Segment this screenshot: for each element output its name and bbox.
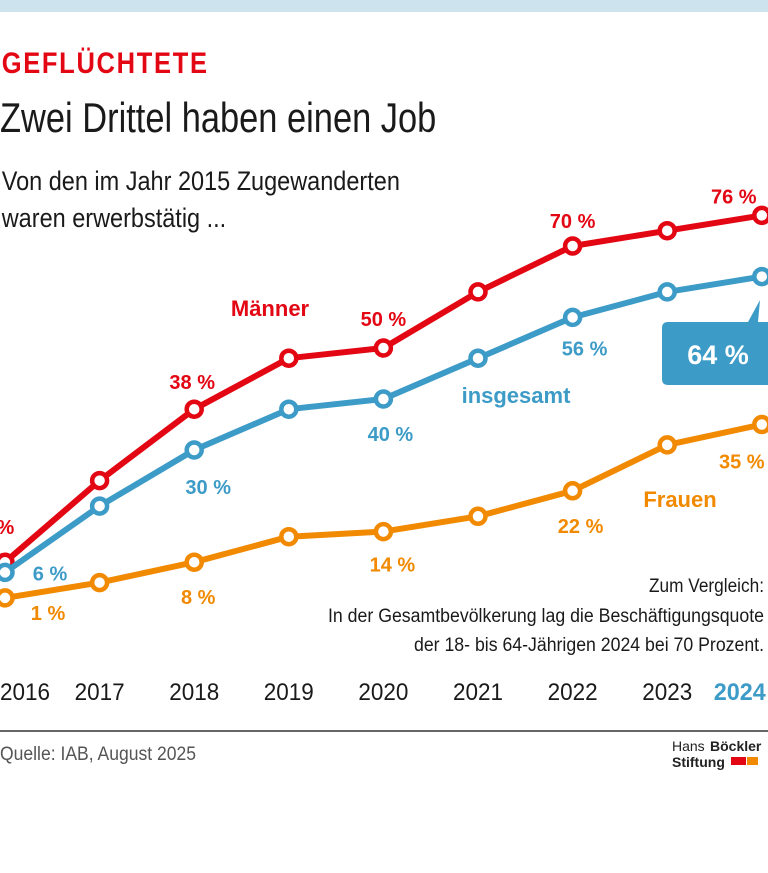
- line-chart: 2016 2017 2018 2019 2020 2021 2022 2023 2024 8 % 3…: [0, 186, 768, 706]
- data-label: 30 %: [185, 477, 231, 499]
- logo-orange-block: [747, 757, 758, 765]
- x-tick-label: 2024: [714, 679, 767, 706]
- series-name-label: Männer: [231, 296, 310, 321]
- data-point: [279, 348, 299, 368]
- top-bar: [0, 0, 768, 12]
- data-label: 76 %: [711, 186, 757, 208]
- data-point: [468, 348, 488, 368]
- data-point: [0, 562, 15, 583]
- source-text: Quelle: IAB, August 2025: [0, 744, 196, 765]
- data-point: [752, 414, 768, 435]
- x-tick-label: 2021: [453, 679, 503, 706]
- data-point: [752, 266, 768, 287]
- data-point: [279, 399, 299, 419]
- x-tick-label: 2019: [264, 679, 314, 706]
- x-tick-label: 2016: [0, 679, 50, 706]
- data-point: [373, 521, 394, 542]
- data-point: [184, 552, 204, 572]
- data-point: [657, 282, 677, 302]
- data-point: [184, 399, 204, 419]
- x-tick-label: 2020: [358, 679, 408, 706]
- callout-shape: [662, 300, 768, 385]
- data-label: 40 %: [368, 424, 414, 446]
- data-point: [279, 526, 299, 547]
- x-tick-label: 2023: [642, 679, 692, 706]
- x-tick-label: 2022: [548, 679, 598, 706]
- data-point: [89, 572, 110, 593]
- note-line-3: der 18- bis 64-Jährigen 2024 bei 70 Proz…: [414, 635, 764, 656]
- data-label: 8 %: [181, 587, 216, 609]
- hans-boeckler-stiftung-logo: Hans Böckler Stiftung: [672, 738, 762, 770]
- data-point: [89, 470, 110, 491]
- data-label: 14 %: [370, 555, 416, 577]
- series-name-label: Frauen: [643, 487, 716, 512]
- data-label: 70 %: [550, 211, 596, 233]
- data-label: 8 %: [0, 517, 14, 539]
- callout-box: 64 %: [662, 300, 768, 385]
- logo-text-boeckler: Böckler: [710, 738, 762, 754]
- x-tick-label: 2017: [75, 679, 125, 706]
- data-point: [184, 440, 204, 460]
- subtitle-line-1: Von den im Jahr 2015 Zugewanderten: [2, 167, 400, 197]
- data-point: [468, 282, 488, 302]
- data-point: [562, 307, 583, 328]
- x-tick-label: 2018: [169, 679, 219, 706]
- data-point: [562, 481, 583, 501]
- logo-red-block: [731, 757, 746, 765]
- data-label: 35 %: [719, 452, 765, 474]
- data-point: [0, 588, 15, 608]
- data-point: [562, 236, 583, 256]
- series-name-label: insgesamt: [462, 383, 571, 408]
- subtitle-line-2: waren erwerbstätig ...: [1, 204, 226, 234]
- data-point: [373, 389, 394, 409]
- data-point: [89, 496, 110, 516]
- logo-text-stiftung: Stiftung: [672, 754, 725, 770]
- data-point: [752, 205, 768, 226]
- data-label: 1 %: [31, 603, 66, 625]
- data-label: 6 %: [33, 563, 68, 585]
- kicker: GEFLÜCHTETE: [2, 46, 209, 79]
- data-point: [657, 220, 677, 241]
- note-line-2: In der Gesamtbevölkerung lag die Beschäf…: [328, 606, 764, 627]
- page-title: Zwei Drittel haben einen Job: [0, 95, 436, 142]
- data-point: [468, 506, 488, 527]
- data-point: [373, 338, 394, 358]
- data-label: 22 %: [558, 516, 604, 538]
- data-label: 56 %: [562, 338, 608, 360]
- data-label: 50 %: [361, 309, 407, 331]
- data-label: 38 %: [169, 372, 215, 394]
- comparison-note: Zum Vergleich: In der Gesamtbevölkerung …: [328, 576, 764, 656]
- logo-text-hans: Hans: [672, 738, 705, 754]
- data-point: [657, 435, 677, 455]
- note-line-1: Zum Vergleich:: [649, 576, 764, 597]
- callout-value: 64 %: [687, 340, 749, 370]
